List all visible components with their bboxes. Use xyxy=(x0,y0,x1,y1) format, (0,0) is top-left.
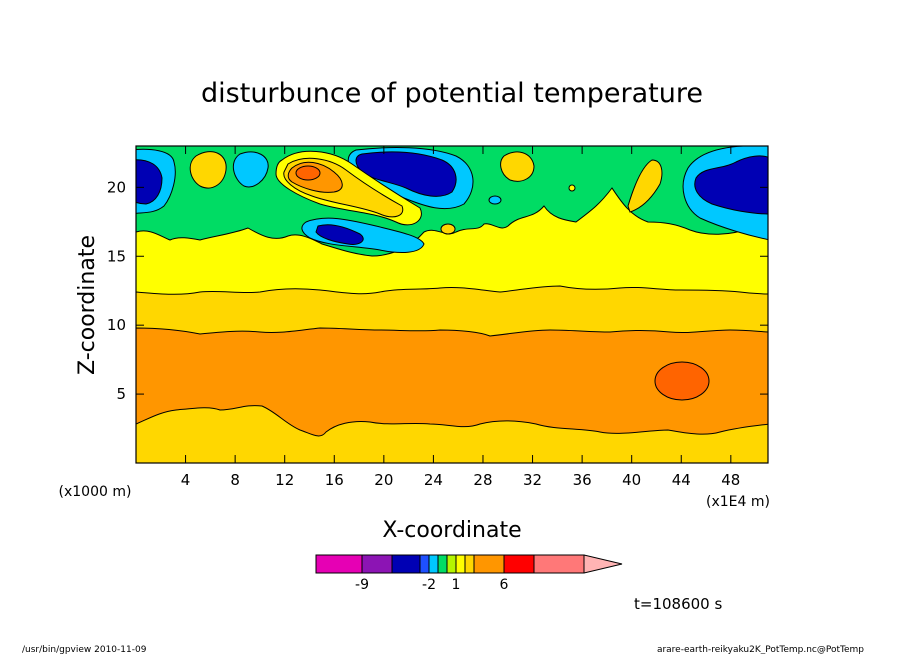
y-axis-label: Z-coordinate xyxy=(75,235,100,375)
colorbar-swatch xyxy=(315,554,363,574)
colorbar-label: -9 xyxy=(355,577,369,593)
footer-left: /usr/bin/gpview 2010-11-09 xyxy=(22,645,147,654)
colorbar-swatch xyxy=(464,554,475,574)
x-tick-label: 24 xyxy=(424,471,443,489)
colorbar-labels: -9 -2 1 6 xyxy=(355,577,509,593)
blue-left xyxy=(136,159,163,205)
yellow-small-right xyxy=(500,151,535,182)
layer-surface xyxy=(136,405,768,463)
cyan-dot xyxy=(488,195,502,205)
colorbar-swatch xyxy=(428,554,439,574)
y-axis-ticks: 5 10 15 20 xyxy=(107,178,768,403)
colorbar-swatch xyxy=(391,554,421,574)
warm-plume-center xyxy=(295,165,321,181)
colorbar xyxy=(315,554,623,574)
colorbar-swatch xyxy=(446,554,457,574)
colorbar-label: 1 xyxy=(452,577,461,593)
x-tick-label: 20 xyxy=(374,471,393,489)
y-tick-label: 10 xyxy=(107,316,126,334)
cyan-center-left xyxy=(232,151,269,188)
contour-field xyxy=(136,146,768,463)
x-tick-label: 12 xyxy=(275,471,294,489)
y-tick-label: 5 xyxy=(116,385,126,403)
x-tick-label: 28 xyxy=(473,471,492,489)
x-tick-label: 40 xyxy=(622,471,641,489)
colorbar-swatch xyxy=(437,554,448,574)
colorbar-swatch xyxy=(361,554,393,574)
plot-frame xyxy=(135,145,769,464)
x-axis-ticks: 4 8 12 16 20 24 28 32 36 40 44 48 xyxy=(181,146,740,489)
warm-cell xyxy=(654,361,710,401)
blue-mid xyxy=(315,224,364,245)
yellow-blob xyxy=(189,151,227,189)
colorbar-swatch xyxy=(503,554,535,574)
colorbar-label: -2 xyxy=(422,577,436,593)
x-unit-left: (x1000 m) xyxy=(59,484,132,500)
x-tick-label: 44 xyxy=(672,471,691,489)
x-tick-label: 8 xyxy=(230,471,240,489)
time-label: t=108600 s xyxy=(634,595,722,613)
colorbar-swatch xyxy=(473,554,505,574)
x-tick-label: 4 xyxy=(181,471,191,489)
x-tick-label: 36 xyxy=(573,471,592,489)
blue-right xyxy=(694,155,768,215)
colorbar-swatch xyxy=(533,554,585,574)
y-tick-label: 20 xyxy=(107,178,126,196)
x-axis-label: X-coordinate xyxy=(382,518,521,543)
x-unit-right: (x1E4 m) xyxy=(706,494,770,510)
colorbar-swatch xyxy=(455,554,466,574)
colorbar-label: 6 xyxy=(500,577,509,593)
x-tick-label: 32 xyxy=(523,471,542,489)
footer-right: arare-earth-reikyaku2K_PotTemp.nc@PotTem… xyxy=(657,645,864,654)
x-tick-label: 48 xyxy=(721,471,740,489)
colorbar-swatch xyxy=(419,554,430,574)
yellow-dot xyxy=(440,223,456,235)
y-tick-label: 15 xyxy=(107,247,126,265)
chart-title: disturbunce of potential temperature xyxy=(201,78,703,109)
x-tick-label: 16 xyxy=(325,471,344,489)
yellow-right-arm xyxy=(627,159,663,213)
yellow-dot-2 xyxy=(568,184,576,192)
